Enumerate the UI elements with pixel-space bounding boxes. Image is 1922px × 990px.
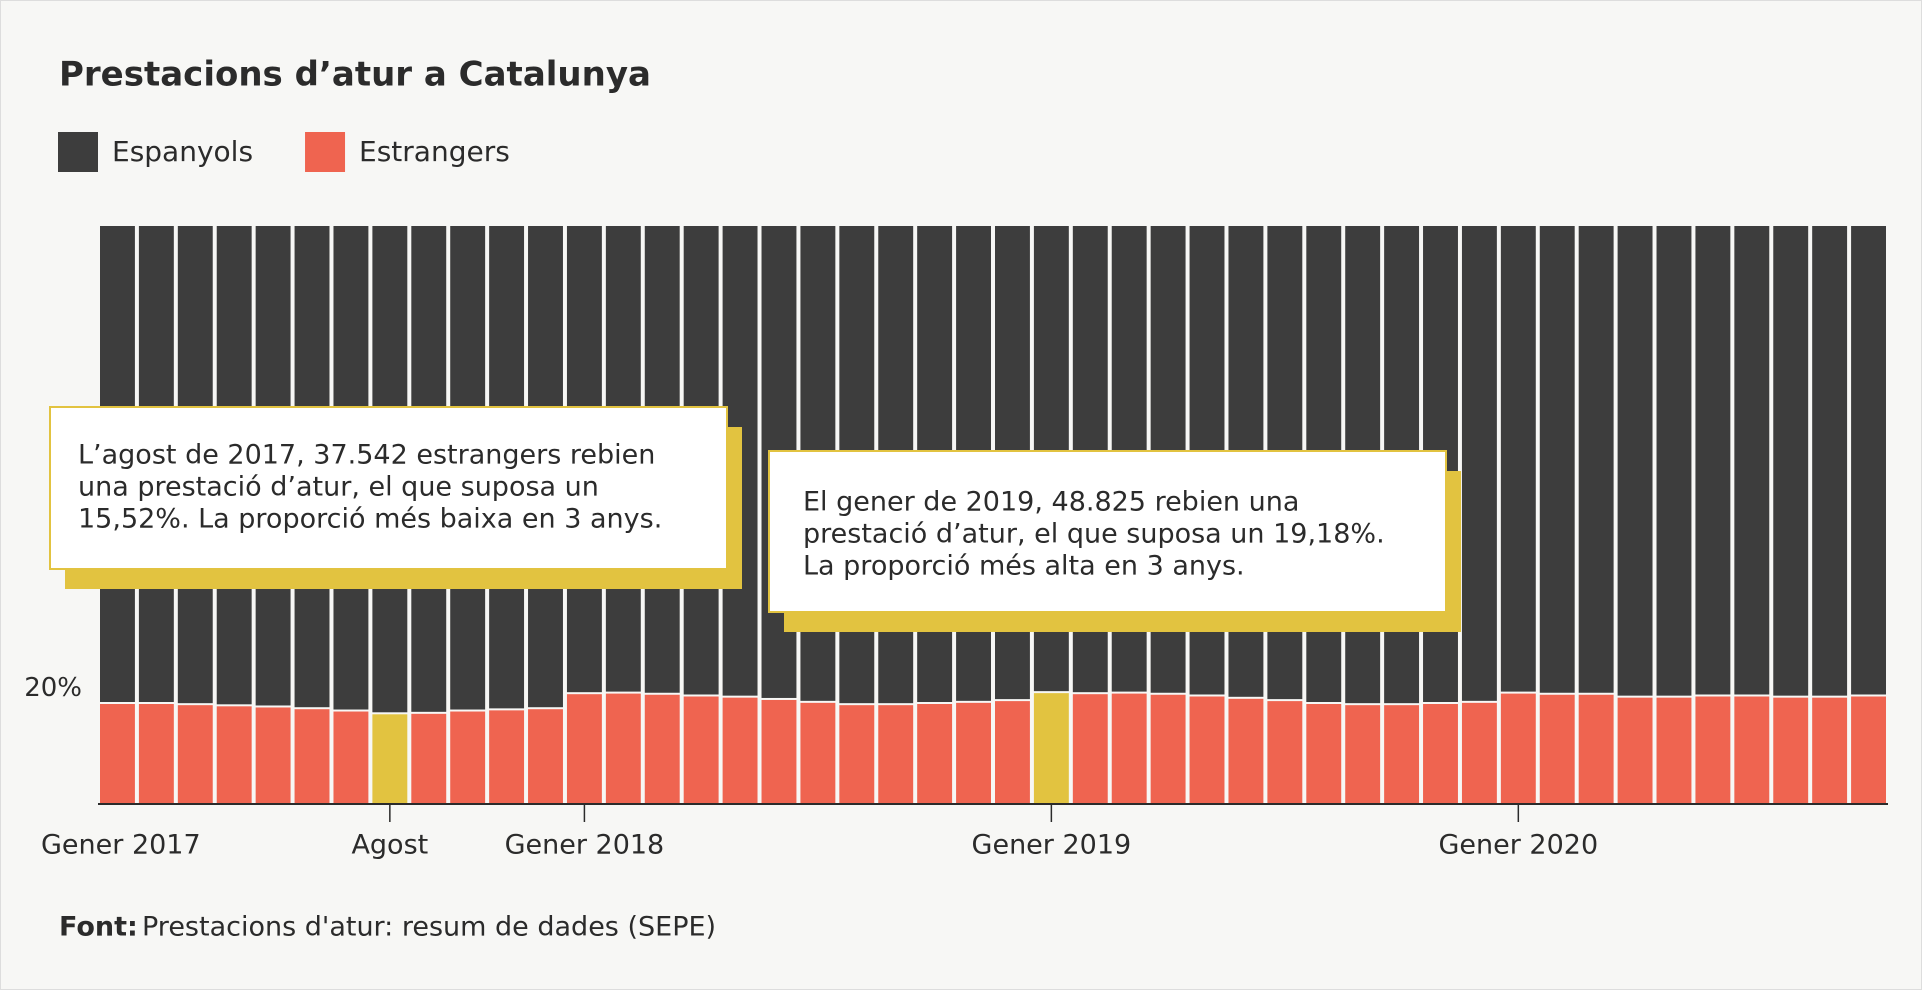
bar xyxy=(1267,701,1303,804)
annotation-box xyxy=(49,406,728,570)
bar xyxy=(1617,226,1653,696)
bar xyxy=(566,694,602,804)
annotation-text: El gener de 2019, 48.825 rebien una xyxy=(803,487,1299,518)
bar xyxy=(1656,697,1692,804)
x-tick-label: Agost xyxy=(351,830,428,861)
annotation-text: L’agost de 2017, 37.542 estrangers rebie… xyxy=(78,440,655,471)
bar xyxy=(1150,694,1186,804)
source: Prestacions d'atur: resum de dades (SEPE… xyxy=(142,912,716,943)
bar xyxy=(450,711,486,804)
bar xyxy=(995,701,1030,804)
bar xyxy=(177,705,213,804)
bar xyxy=(1578,226,1614,693)
annotation-text: La proporció més alta en 3 anys. xyxy=(803,551,1245,582)
bar xyxy=(411,713,447,804)
bar xyxy=(1812,226,1848,696)
bar xyxy=(1345,705,1381,804)
bar xyxy=(1384,705,1420,804)
bar xyxy=(1695,226,1731,695)
bar xyxy=(761,699,797,804)
bar xyxy=(372,714,408,804)
bar xyxy=(1539,226,1575,693)
bar xyxy=(917,704,953,804)
bar xyxy=(489,710,525,804)
bar xyxy=(1500,693,1536,804)
bar xyxy=(294,709,330,804)
bar xyxy=(1851,696,1886,804)
annotation-text: prestació d’atur, el que suposa un 19,18… xyxy=(803,519,1385,550)
bar xyxy=(1111,693,1147,804)
bar xyxy=(839,705,875,804)
y-tick-label: 20% xyxy=(24,673,82,703)
legend-swatch xyxy=(58,132,98,172)
bar xyxy=(800,702,836,804)
bar xyxy=(255,707,291,804)
bar xyxy=(1578,694,1614,804)
x-tick-label: Gener 2019 xyxy=(972,830,1132,861)
x-tick-label: Gener 2017 xyxy=(41,830,201,861)
bar xyxy=(1773,697,1809,804)
bar xyxy=(722,697,758,804)
bar xyxy=(878,705,914,804)
bar xyxy=(605,693,641,804)
legend-label: Espanyols xyxy=(112,135,253,168)
bar xyxy=(1734,696,1770,804)
bar xyxy=(1734,226,1770,695)
legend-swatch xyxy=(305,132,346,172)
bar xyxy=(956,702,991,804)
bar xyxy=(1773,226,1809,696)
bar xyxy=(1072,694,1108,804)
bar xyxy=(1461,226,1497,701)
bar xyxy=(216,706,252,804)
bar xyxy=(333,711,369,804)
bar xyxy=(1189,696,1225,804)
chart-title: Prestacions d’atur a Catalunya xyxy=(59,55,651,95)
bar xyxy=(138,704,174,804)
bar xyxy=(1500,226,1536,692)
bar xyxy=(1461,702,1497,804)
bar xyxy=(1695,696,1731,804)
bar xyxy=(683,696,719,804)
annotation-text: una prestació d’atur, el que suposa un xyxy=(78,472,599,503)
annotation-box xyxy=(768,450,1447,613)
bar xyxy=(1617,697,1653,804)
legend-label: Estrangers xyxy=(359,135,510,168)
bar xyxy=(1851,226,1886,695)
bar xyxy=(1423,704,1458,804)
bar xyxy=(644,694,680,804)
bar xyxy=(1033,693,1069,804)
bar xyxy=(100,704,135,804)
bar xyxy=(528,709,563,804)
annotation-text: 15,52%. La proporció més baixa en 3 anys… xyxy=(78,504,662,535)
bar xyxy=(1228,698,1264,804)
bar xyxy=(1812,697,1848,804)
bar xyxy=(1539,694,1575,804)
bar xyxy=(1656,226,1692,696)
x-tick-label: Gener 2020 xyxy=(1438,830,1598,861)
x-tick-label: Gener 2018 xyxy=(505,830,665,861)
source-label: Font: xyxy=(59,912,138,943)
bar xyxy=(1306,704,1342,804)
